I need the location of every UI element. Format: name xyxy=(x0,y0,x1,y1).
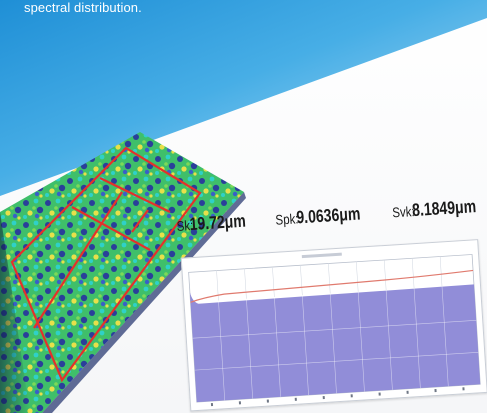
chart-title-placeholder xyxy=(301,252,342,259)
metric-value: 8.1849μm xyxy=(411,196,477,221)
metric-value: 19.72μm xyxy=(188,210,247,235)
surface-edge xyxy=(42,192,246,413)
reference-curve xyxy=(190,269,474,303)
chart-plot xyxy=(188,252,481,407)
x-axis-ticks xyxy=(210,387,465,407)
surface-plane xyxy=(0,132,244,413)
analysis-panel: Sk: 19.72μm Spk: 9.0636μm Svk: 8.1849μm xyxy=(176,196,487,412)
material-ratio-chart xyxy=(180,239,487,412)
region-outlines xyxy=(10,146,202,383)
abbott-curve-fill xyxy=(189,284,481,403)
caption-text: spectral distribution. xyxy=(24,0,142,15)
metric-sk: Sk: 19.72μm xyxy=(176,210,262,236)
metric-value: 9.0636μm xyxy=(295,203,361,228)
